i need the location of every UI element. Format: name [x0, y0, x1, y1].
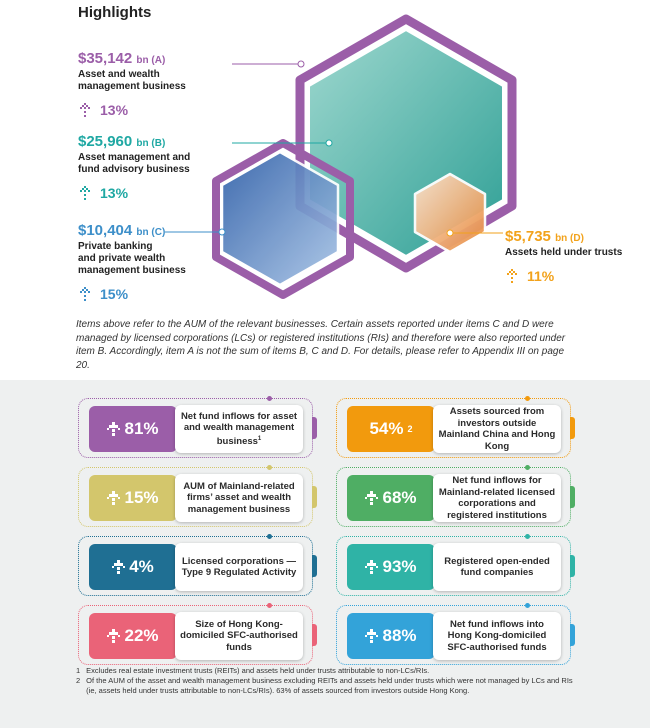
card-description: Licensed corporations — Type 9 Regulated… — [175, 543, 303, 591]
highlight-card: 4% Licensed corporations — Type 9 Regula… — [78, 534, 317, 596]
footnote: 1 Excludes real estate investment trusts … — [76, 666, 430, 675]
card-value-box: 22% — [89, 613, 177, 659]
card-value-box: 93% — [347, 544, 435, 590]
highlight-card: 88% Net fund inflows into Hong Kong-domi… — [336, 603, 575, 665]
up-arrow-icon — [365, 559, 379, 574]
metric-c: $10,404 bn (C) Private banking and privat… — [78, 222, 186, 302]
highlight-card: 15% AUM of Mainland-related firms’ asset… — [78, 465, 317, 527]
card-value-box: 4% — [89, 544, 177, 590]
up-arrow-icon — [107, 628, 121, 643]
card-value-box: 81% — [89, 406, 177, 452]
footnote: 2 Of the AUM of the asset and wealth mana… — [76, 676, 573, 695]
explanatory-note: Items above refer to the AUM of the rele… — [76, 319, 566, 371]
metric-value: $25,960 bn (B) — [78, 133, 166, 150]
metric-change: 13% — [78, 185, 190, 201]
metric-label: Asset and wealth management business — [78, 69, 186, 92]
metric-value: $5,735 bn (D) — [505, 228, 584, 245]
hexagon-illustration — [165, 14, 517, 299]
up-arrow-icon — [112, 559, 126, 574]
card-description: Net fund inflows for Mainland-related li… — [433, 474, 561, 522]
card-description: Registered open-ended fund companies — [433, 543, 561, 591]
metric-label: Private banking and private wealth managem… — [78, 241, 186, 276]
highlights-panel: 81% Net fund inflows for asset and wealt… — [0, 380, 650, 728]
highlight-card: 81% Net fund inflows for asset and wealt… — [78, 396, 317, 458]
metric-label: Assets held under trusts — [505, 247, 623, 258]
card-description: AUM of Mainland-related firms’ asset and… — [175, 474, 303, 522]
highlight-card: 93% Registered open-ended fund companies — [336, 534, 575, 596]
hexagon-c — [220, 150, 340, 287]
card-value-box: 54% 2 — [347, 406, 435, 452]
up-arrow-icon — [107, 490, 121, 505]
page-title: Highlights — [78, 4, 152, 21]
metric-change: 15% — [78, 286, 186, 302]
metric-change: 11% — [505, 268, 622, 284]
up-arrow-icon — [507, 269, 517, 283]
card-value-box: 15% — [89, 475, 177, 521]
footnotes: 1 Excludes real estate investment trusts … — [76, 666, 576, 696]
up-arrow-icon — [365, 490, 379, 505]
card-description: Net fund inflows into Hong Kong-domicile… — [433, 612, 561, 660]
highlight-card: 22% Size of Hong Kong-domiciled SFC-auth… — [78, 603, 317, 665]
up-arrow-icon — [80, 103, 90, 117]
up-arrow-icon — [107, 421, 121, 436]
metric-value: $10,404 bn (C) — [78, 222, 166, 239]
card-description: Assets sourced from investors outside Ma… — [433, 405, 561, 453]
up-arrow-icon — [80, 287, 90, 301]
card-value-box: 88% — [347, 613, 435, 659]
card-value-box: 68% — [347, 475, 435, 521]
metric-b: $25,960 bn (B) Asset management and fund … — [78, 133, 190, 201]
up-arrow-icon — [80, 186, 90, 200]
highlight-card: 68% Net fund inflows for Mainland-relate… — [336, 465, 575, 527]
metric-change: 13% — [78, 102, 186, 118]
metric-d: $5,735 bn (D) Assets held under trusts 1… — [505, 228, 622, 284]
card-description: Net fund inflows for asset and wealth ma… — [175, 405, 303, 453]
highlight-card: 54% 2 Assets sourced from investors outsi… — [336, 396, 575, 458]
metric-value: $35,142 bn (A) — [78, 50, 166, 67]
metric-a: $35,142 bn (A) Asset and wealth managemen… — [78, 50, 186, 118]
metric-label: Asset management and fund advisory busine… — [78, 152, 191, 175]
up-arrow-icon — [365, 628, 379, 643]
card-description: Size of Hong Kong-domiciled SFC-authoris… — [175, 612, 303, 660]
